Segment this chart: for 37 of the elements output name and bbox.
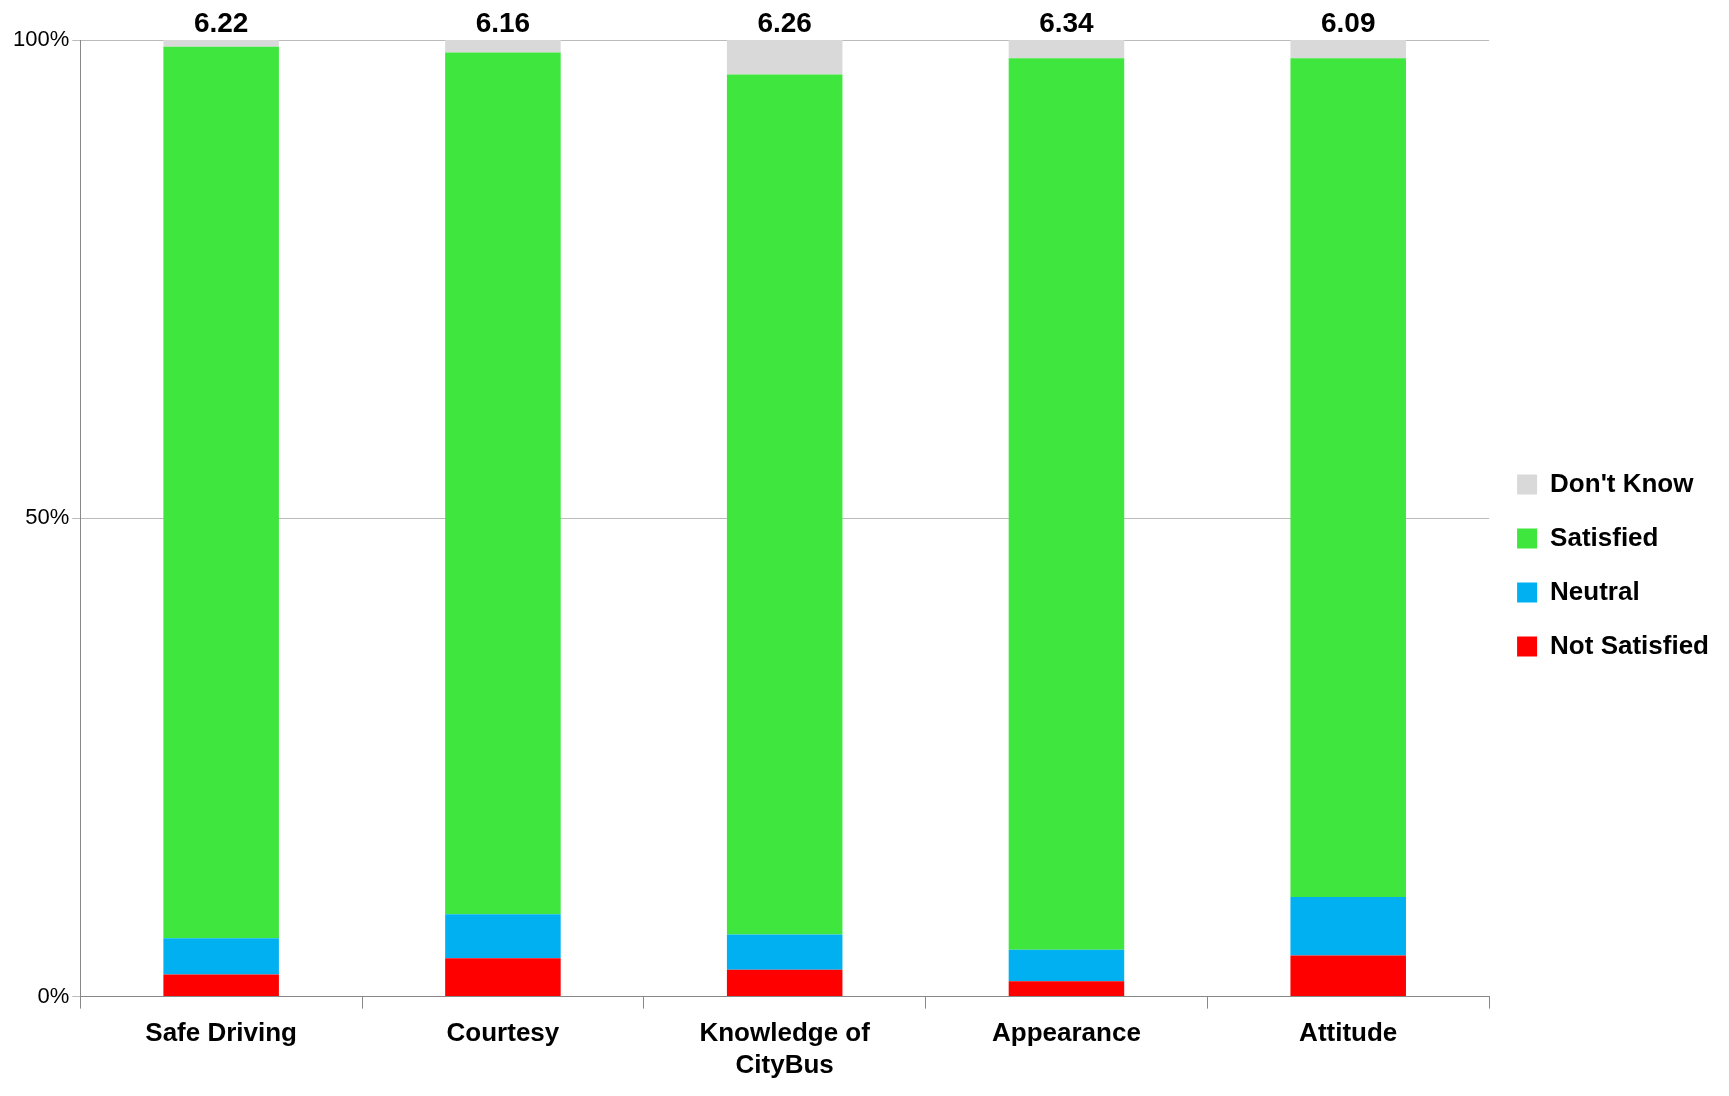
bar <box>445 52 561 915</box>
bar <box>1290 58 1406 898</box>
bar <box>726 934 843 970</box>
bar <box>1290 40 1406 59</box>
bar <box>163 974 279 997</box>
bar <box>1290 955 1406 997</box>
bar <box>445 914 561 959</box>
annotation: 6.22 <box>193 6 249 38</box>
x-tick-label: Attitude <box>1299 1017 1398 1048</box>
bar <box>445 40 561 53</box>
bar <box>1008 981 1125 997</box>
bar <box>163 938 279 975</box>
x-tick-label: Appearance <box>992 1017 1141 1048</box>
bar <box>1290 897 1406 956</box>
annotation: 6.16 <box>475 6 531 38</box>
legend-label: Not Satisfied <box>1550 629 1710 660</box>
legend-label: Don't Know <box>1550 467 1695 498</box>
x-tick-label: Safe Driving <box>145 1017 298 1048</box>
annotation: 6.26 <box>757 6 812 38</box>
bar <box>726 969 843 997</box>
bar <box>726 74 843 935</box>
legend-label: Neutral <box>1550 575 1640 606</box>
x-tick-label: Knowledge of CityBus <box>699 1017 871 1079</box>
bar <box>1008 949 1125 982</box>
x-tick-label: Courtesy <box>446 1017 560 1048</box>
y-tick-label: 50% <box>25 504 70 530</box>
bar <box>445 958 561 997</box>
legend-label: Satisfied <box>1550 521 1659 552</box>
bar <box>1008 58 1125 950</box>
bar <box>163 46 279 939</box>
bar <box>726 40 843 75</box>
annotation: 6.34 <box>1039 6 1095 38</box>
annotation: 6.09 <box>1320 6 1376 38</box>
bar <box>1008 40 1125 59</box>
y-tick-label: 100% <box>12 26 70 52</box>
y-tick-label: 0% <box>37 982 70 1008</box>
bar <box>163 40 279 47</box>
